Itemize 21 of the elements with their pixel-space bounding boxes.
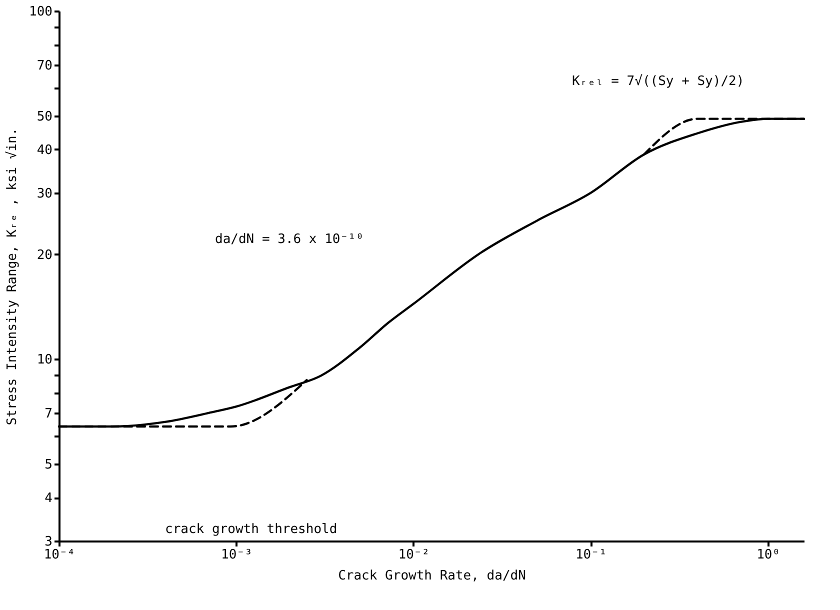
- y-tick-label: 4: [44, 491, 53, 506]
- x-tick-label: 10⁻¹: [575, 548, 607, 562]
- x-tick-label: 10⁻²: [398, 548, 430, 562]
- x-tick-label: 10⁻⁴: [44, 548, 76, 562]
- y-tick-label: 10: [36, 352, 52, 368]
- y-tick-label: 20: [36, 248, 52, 263]
- annotation: da/dN = 3.6 x 10⁻¹⁰: [215, 232, 364, 247]
- y-tick-label: 40: [36, 142, 52, 158]
- y-tick-label: 50: [36, 109, 52, 124]
- y-tick-label: 5: [44, 457, 52, 472]
- x-axis-title: Crack Growth Rate, da/dN: [338, 568, 526, 584]
- y-tick-label: 100: [29, 4, 52, 20]
- y-axis-title: Stress Intensity Range, Kᵣₑ , ksi √in.: [5, 128, 20, 426]
- x-tick-label: 10⁰: [756, 548, 780, 562]
- y-tick-label: 70: [36, 58, 52, 74]
- annotation: Kᵣₑₗ = 7√((Sy + Sy)/2): [572, 74, 744, 89]
- y-tick-label: 30: [36, 186, 52, 202]
- annotation: crack growth threshold: [165, 522, 338, 537]
- y-tick-label: 7: [44, 406, 52, 422]
- x-tick-label: 10⁻³: [221, 548, 252, 562]
- y-tick-label: 3: [44, 534, 52, 550]
